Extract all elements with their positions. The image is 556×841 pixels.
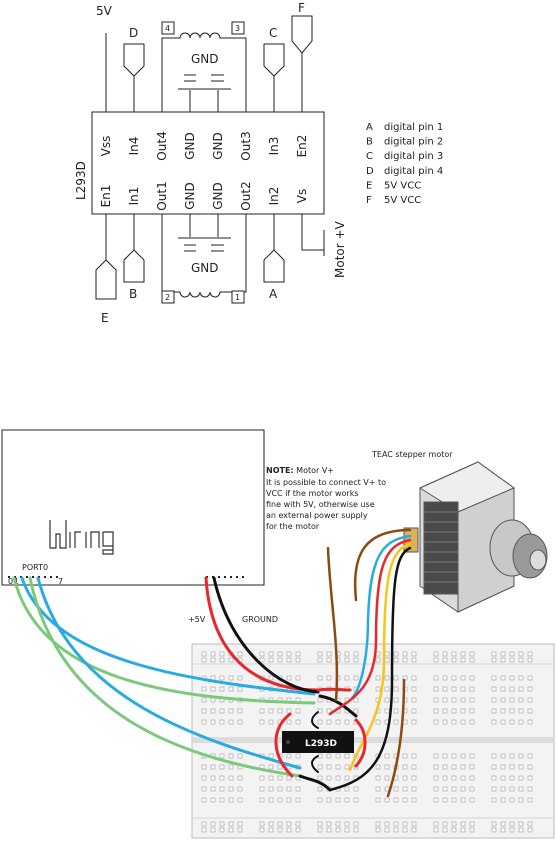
legend-value: 5V VCC bbox=[384, 195, 421, 206]
top-pin-label: Out4 bbox=[155, 131, 169, 160]
bottom-pin-label: In1 bbox=[127, 187, 141, 206]
gnd-top-label: GND bbox=[191, 52, 219, 66]
note-line: fine with 5V, otherwise use bbox=[266, 500, 375, 509]
wiring-logo-icon bbox=[49, 520, 114, 555]
chip-name-label: L293D bbox=[74, 161, 88, 200]
note-heading: NOTE: Motor V+ bbox=[266, 466, 334, 475]
port-start-label: 0 bbox=[8, 577, 13, 586]
port-second-label: 1 bbox=[14, 577, 19, 586]
connector-d-label: D bbox=[129, 26, 138, 40]
legend-value: 5V VCC bbox=[384, 180, 421, 191]
top-pin-label: Vss bbox=[99, 136, 113, 157]
top-pin-label: In4 bbox=[127, 137, 141, 156]
port-end-label: 7 bbox=[58, 577, 63, 586]
legend-value: digital pin 3 bbox=[384, 151, 443, 162]
connector-e-label: E bbox=[101, 311, 109, 325]
connector-b-label: B bbox=[129, 287, 137, 301]
note-line: It is possible to connect V+ to bbox=[266, 478, 386, 487]
legend-value: digital pin 4 bbox=[384, 166, 443, 177]
legend-key: F bbox=[366, 195, 372, 206]
bottom-pin-label: GND bbox=[211, 182, 225, 210]
coil-top-icon bbox=[161, 32, 247, 112]
top-pin-label: Out3 bbox=[239, 131, 253, 160]
bottom-pin-label: En1 bbox=[99, 185, 113, 208]
stepper-motor-icon bbox=[403, 461, 548, 613]
bottom-pin-labels: En1 In1 Out1 GND GND Out2 In2 Vs bbox=[99, 181, 309, 210]
wiring-board bbox=[1, 429, 265, 586]
breadboard-chip bbox=[282, 731, 354, 753]
connector-e-icon bbox=[95, 259, 117, 300]
gnd-bottom-label: GND bbox=[191, 261, 219, 275]
bottom-pin-label: Out1 bbox=[155, 181, 169, 210]
connector-d-icon bbox=[123, 43, 145, 77]
motor-supply-label: Motor +V bbox=[333, 220, 347, 278]
top-pin-label: GND bbox=[211, 132, 225, 160]
plus5v-label: +5V bbox=[188, 615, 206, 624]
connector-f-icon bbox=[291, 15, 313, 54]
coil-3-label: 3 bbox=[235, 24, 240, 33]
connector-a-label: A bbox=[269, 287, 278, 301]
legend-value: digital pin 1 bbox=[384, 122, 443, 133]
note-line: VCC if the motor works bbox=[266, 489, 359, 498]
legend-key: D bbox=[366, 166, 374, 177]
connector-c-label: C bbox=[269, 26, 277, 40]
motor-name-label: TEAC stepper motor bbox=[371, 450, 453, 459]
ground-label: GROUND bbox=[242, 615, 278, 624]
coil-2-label: 2 bbox=[165, 293, 170, 302]
breadboard-chip-label: L293D bbox=[305, 739, 337, 749]
bottom-pin-label: GND bbox=[183, 182, 197, 210]
coil-bottom-icon bbox=[161, 214, 247, 298]
schematic-labels: 5V D C F GND 4 3 GND 2 1 E B A L293D Mot… bbox=[74, 1, 443, 325]
top-pin-label: In3 bbox=[267, 137, 281, 156]
coil-4-label: 4 bbox=[165, 24, 170, 33]
connector-b-icon bbox=[123, 249, 145, 283]
note-title-rest: Motor V+ bbox=[294, 466, 334, 475]
schematic bbox=[91, 15, 325, 304]
top-pin-label: En2 bbox=[295, 135, 309, 158]
top-pin-label: GND bbox=[183, 132, 197, 160]
legend-value: digital pin 2 bbox=[384, 137, 443, 148]
legend-key: A bbox=[366, 122, 373, 133]
legend-key: C bbox=[366, 151, 373, 162]
connector-a-icon bbox=[263, 249, 285, 283]
connector-c-icon bbox=[263, 43, 285, 77]
note-title: NOTE: bbox=[266, 466, 294, 475]
legend-key: B bbox=[366, 137, 373, 148]
bottom-pin-label: In2 bbox=[267, 187, 281, 206]
bottom-pin-label: Vs bbox=[295, 189, 309, 203]
supply-5v-label: 5V bbox=[96, 4, 113, 18]
wiring-logo-text: Wiring bbox=[50, 558, 54, 561]
jumper-wires bbox=[12, 528, 412, 798]
bottom-pin-label: Out2 bbox=[239, 181, 253, 210]
legend-key: E bbox=[366, 180, 372, 191]
note-line: an external power supply bbox=[266, 511, 368, 520]
port0-label: PORT0 bbox=[22, 563, 48, 572]
note-line: for the motor bbox=[266, 522, 320, 531]
chip-body bbox=[91, 111, 325, 215]
coil-1-label: 1 bbox=[235, 293, 240, 302]
connector-f-label: F bbox=[298, 1, 305, 15]
note-text: It is possible to connect V+ to VCC if th… bbox=[266, 478, 386, 531]
top-pin-labels: Vss In4 Out4 GND GND Out3 In3 En2 bbox=[99, 131, 309, 160]
